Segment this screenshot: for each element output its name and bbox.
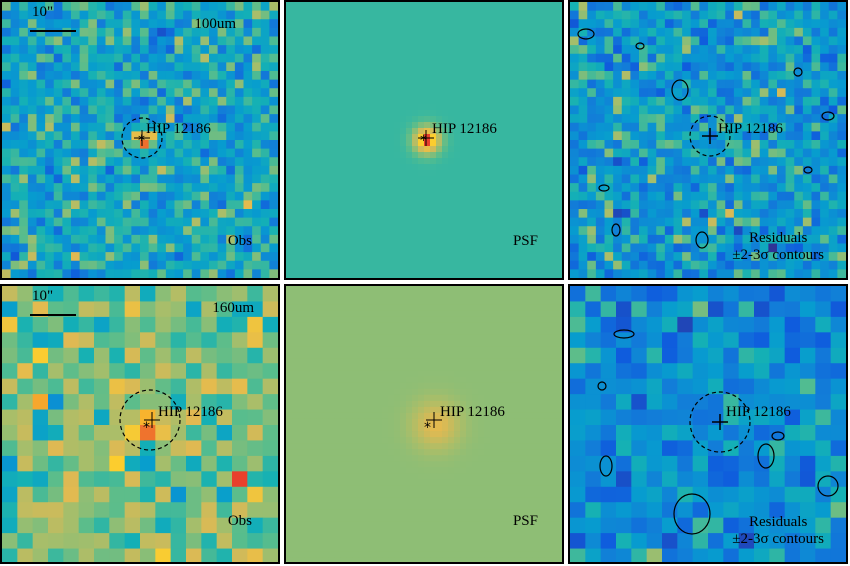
contour-line <box>577 28 595 40</box>
panel-residual-160um: HIP 12186 Residuals ±2-3σ contours <box>568 284 848 564</box>
contour-line <box>613 329 635 339</box>
psf-label: PSF <box>512 513 538 529</box>
contour-line <box>695 231 709 249</box>
contour-line <box>611 223 621 237</box>
scale-label: 10" <box>32 288 54 304</box>
panel-obs-100um: 10" 100um * HIP 12186 Obs <box>0 0 280 280</box>
svg-text:*: * <box>143 420 150 436</box>
contour-note: ±2-3σ contours <box>732 247 824 263</box>
source-label: HIP 12186 <box>158 404 223 420</box>
contour-line <box>821 111 835 121</box>
source-marker <box>689 391 751 453</box>
panel-obs-160um: 10" 160um * HIP 12186 Obs <box>0 284 280 564</box>
source-marker: * <box>121 117 163 159</box>
psf-image-100um <box>286 2 562 278</box>
contour-line <box>635 42 645 50</box>
source-marker: * <box>418 130 434 149</box>
contour-line <box>599 455 613 477</box>
source-marker: * <box>424 412 442 436</box>
contour-line <box>803 166 813 174</box>
band-label: 100um <box>194 16 236 32</box>
source-label: HIP 12186 <box>432 121 497 137</box>
obs-image-160um <box>2 286 278 562</box>
panel-residual-100um: HIP 12186 Residuals ±2-3σ contours <box>568 0 848 280</box>
residual-title: Residuals <box>748 230 808 246</box>
source-label: HIP 12186 <box>726 404 791 420</box>
panel-psf-160um: * HIP 12186 PSF <box>284 284 564 564</box>
panel-psf-100um: * HIP 12186 PSF <box>284 0 564 280</box>
contour-line <box>597 381 607 391</box>
residual-caption: Residuals ±2-3σ contours <box>732 514 824 548</box>
contour-line <box>817 475 839 497</box>
psf-label: PSF <box>512 233 538 249</box>
psf-image-160um <box>286 286 562 562</box>
svg-text:*: * <box>420 133 427 149</box>
residual-image-160um <box>570 286 846 562</box>
source-label: HIP 12186 <box>440 404 505 420</box>
residual-image-100um <box>570 2 846 278</box>
contour-line <box>671 79 689 101</box>
contour-line <box>771 431 785 441</box>
source-label: HIP 12186 <box>718 121 783 137</box>
contour-line <box>673 493 711 535</box>
source-marker: * <box>119 389 181 451</box>
obs-label: Obs <box>227 233 252 249</box>
obs-label: Obs <box>227 513 252 529</box>
contour-line <box>793 67 803 77</box>
contour-line <box>598 184 610 192</box>
residual-caption: Residuals ±2-3σ contours <box>732 230 824 264</box>
residual-title: Residuals <box>748 514 808 530</box>
band-label: 160um <box>212 300 254 316</box>
obs-image-100um <box>2 2 278 278</box>
scale-label: 10" <box>32 4 54 20</box>
contour-note: ±2-3σ contours <box>732 531 824 547</box>
contour-line <box>757 443 775 469</box>
source-label: HIP 12186 <box>146 121 211 137</box>
source-marker <box>689 115 731 157</box>
